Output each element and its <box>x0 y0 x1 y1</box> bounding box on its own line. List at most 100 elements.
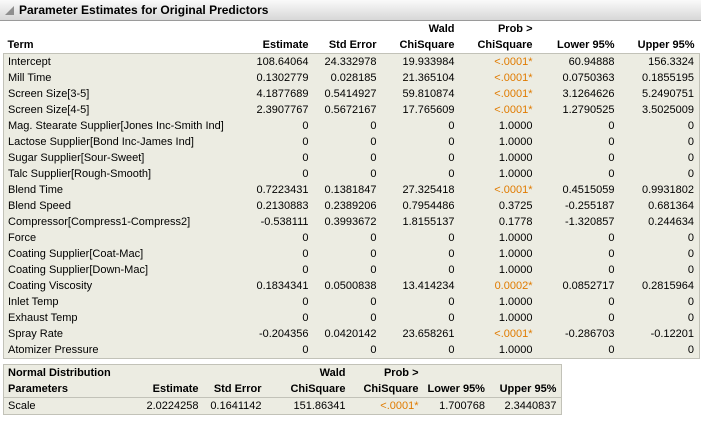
term-cell: Screen Size[4-5] <box>3 102 252 118</box>
column-header-lower-95: Lower 95% <box>423 381 490 398</box>
term-cell: Blend Time <box>3 182 252 198</box>
value-cell: 2.0224258 <box>138 397 204 415</box>
value-cell: 0 <box>313 118 382 134</box>
value-cell: 0.4515059 <box>537 182 620 198</box>
table-row: Exhaust Temp 0 0 0 1.0000 0 0 <box>3 310 700 326</box>
normal-table-body: Scale 2.0224258 0.1641142 151.86341 <.00… <box>3 397 562 415</box>
value-cell: 0 <box>619 230 700 246</box>
value-cell: 0 <box>537 310 620 326</box>
prob-cell: 1.0000 <box>459 310 538 326</box>
table-row: Talc Supplier[Rough-Smooth] 0 0 0 1.0000 0 0 <box>3 166 700 182</box>
value-cell: 5.2490751 <box>619 86 700 102</box>
value-cell: 0 <box>381 150 460 166</box>
value-cell: 0 <box>381 166 460 182</box>
prob-cell: <.0001* <box>459 53 538 70</box>
value-cell: 156.3324 <box>619 53 700 70</box>
value-cell: 0.0852717 <box>537 278 620 294</box>
table-row: Compressor[Compress1-Compress2] -0.538111… <box>3 214 700 230</box>
value-cell: 0 <box>313 262 382 278</box>
value-cell: 0.1381847 <box>313 182 382 198</box>
term-cell: Spray Rate <box>3 326 252 342</box>
value-cell: 0.244634 <box>619 214 700 230</box>
value-cell: 0 <box>619 342 700 359</box>
value-cell: 19.933984 <box>381 53 460 70</box>
value-cell: 0.028185 <box>313 70 382 86</box>
prob-cell: 0.3725 <box>459 198 538 214</box>
value-cell: 0 <box>313 246 382 262</box>
term-cell: Blend Speed <box>3 198 252 214</box>
column-header-prob-top: Prob > <box>459 21 538 37</box>
column-header-wald-top: Wald <box>381 21 460 37</box>
value-cell: 0 <box>251 118 314 134</box>
table-row: Screen Size[4-5] 2.3907767 0.5672167 17.765… <box>3 102 700 118</box>
term-cell: Talc Supplier[Rough-Smooth] <box>3 166 252 182</box>
disclosure-triangle-icon[interactable] <box>5 5 14 15</box>
term-cell: Compressor[Compress1-Compress2] <box>3 214 252 230</box>
value-cell: 1.700768 <box>423 397 490 415</box>
value-cell: 0 <box>251 166 314 182</box>
prob-cell: 1.0000 <box>459 262 538 278</box>
parameter-estimates-table: Wald Prob > Term Estimate Std Error ChiS… <box>3 21 700 359</box>
value-cell: 0.7223431 <box>251 182 314 198</box>
header-spacer <box>203 364 267 381</box>
column-header-prob-chisquare: ChiSquare <box>350 381 424 398</box>
value-cell: 0 <box>313 150 382 166</box>
value-cell: 0 <box>537 230 620 246</box>
value-cell: 4.1877689 <box>251 86 314 102</box>
column-header-estimate: Estimate <box>251 37 314 54</box>
prob-cell: <.0001* <box>459 70 538 86</box>
value-cell: 0 <box>537 150 620 166</box>
column-header-upper-95: Upper 95% <box>489 381 562 398</box>
value-cell: 0.2815964 <box>619 278 700 294</box>
value-cell: 0.2130883 <box>251 198 314 214</box>
value-cell: 2.3440837 <box>489 397 562 415</box>
value-cell: 24.332978 <box>313 53 382 70</box>
value-cell: 60.94888 <box>537 53 620 70</box>
prob-cell: 1.0000 <box>459 150 538 166</box>
value-cell: 13.414234 <box>381 278 460 294</box>
value-cell: 0.3993672 <box>313 214 382 230</box>
prob-cell: 1.0000 <box>459 342 538 359</box>
value-cell: 1.2790525 <box>537 102 620 118</box>
term-cell: Atomizer Pressure <box>3 342 252 359</box>
header-spacer <box>423 364 490 381</box>
column-header-estimate: Estimate <box>138 381 204 398</box>
table-row: Mill Time 0.1302779 0.028185 21.365104 <.000… <box>3 70 700 86</box>
value-cell: 0 <box>313 294 382 310</box>
value-cell: 0 <box>313 342 382 359</box>
value-cell: 0 <box>381 310 460 326</box>
value-cell: 0.1855195 <box>619 70 700 86</box>
value-cell: -0.204356 <box>251 326 314 342</box>
value-cell: 0 <box>619 310 700 326</box>
value-cell: 0 <box>619 134 700 150</box>
value-cell: 0 <box>381 230 460 246</box>
value-cell: 0 <box>381 246 460 262</box>
value-cell: 0 <box>619 294 700 310</box>
table-row: Blend Time 0.7223431 0.1381847 27.325418 <.0… <box>3 182 700 198</box>
value-cell: 0 <box>619 150 700 166</box>
column-header-prob-top: Prob > <box>350 364 424 381</box>
value-cell: 0 <box>537 134 620 150</box>
prob-cell: <.0001* <box>350 397 424 415</box>
value-cell: 23.658261 <box>381 326 460 342</box>
value-cell: 0 <box>313 166 382 182</box>
value-cell: 2.3907767 <box>251 102 314 118</box>
normal-table-title-line1: Normal Distribution <box>8 367 111 379</box>
table-row: Intercept 108.64064 24.332978 19.933984 <.00… <box>3 53 700 70</box>
value-cell: 0.1641142 <box>203 397 267 415</box>
column-header-lower-95: Lower 95% <box>537 37 620 54</box>
parameter-table-body: Intercept 108.64064 24.332978 19.933984 <.00… <box>3 53 700 359</box>
value-cell: 108.64064 <box>251 53 314 70</box>
value-cell: 27.325418 <box>381 182 460 198</box>
value-cell: 151.86341 <box>266 397 351 415</box>
prob-cell: 1.0000 <box>459 118 538 134</box>
column-header-upper-95: Upper 95% <box>619 37 700 54</box>
prob-cell: 1.0000 <box>459 134 538 150</box>
term-cell: Screen Size[3-5] <box>3 86 252 102</box>
value-cell: 0 <box>381 294 460 310</box>
term-cell: Coating Supplier[Coat-Mac] <box>3 246 252 262</box>
term-cell: Coating Viscosity <box>3 278 252 294</box>
term-cell: Mill Time <box>3 70 252 86</box>
value-cell: -1.320857 <box>537 214 620 230</box>
value-cell: -0.286703 <box>537 326 620 342</box>
